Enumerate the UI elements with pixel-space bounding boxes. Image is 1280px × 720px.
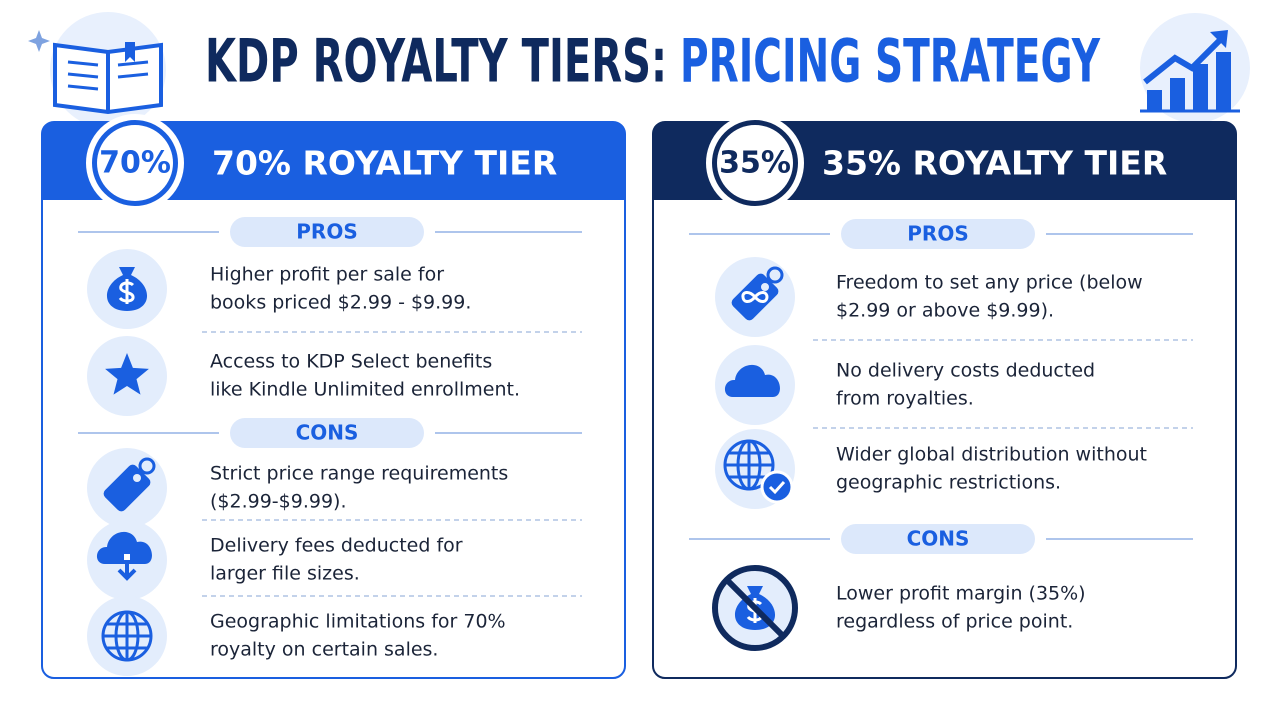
section-pill (841, 219, 1035, 249)
growth-chart-icon-part (1210, 30, 1228, 48)
panel-header (42, 122, 625, 200)
item-icon (87, 336, 167, 416)
icon-shape (103, 612, 151, 660)
panel-title: 35% ROYALTY TIER (822, 144, 1167, 183)
section-pill (230, 217, 424, 247)
section-label: PROS (907, 222, 968, 246)
item-icon (715, 345, 795, 425)
icon-shape (138, 457, 156, 475)
con-text: ($2.99-$9.99). (210, 491, 347, 513)
item-icon (87, 249, 167, 329)
icon-shape (724, 577, 786, 639)
section-label: CONS (907, 527, 970, 551)
section-pill (841, 524, 1035, 554)
pro-text: Higher profit per sale for (210, 264, 444, 286)
icon-shape (133, 474, 141, 482)
pro-text: books priced $2.99 - $9.99. (210, 292, 471, 314)
con-text: Geographic limitations for 70% (210, 611, 506, 633)
growth-chart-icon-part (1193, 64, 1208, 110)
icon-shape (768, 480, 786, 495)
icon-shape (712, 565, 798, 651)
item-icon (87, 448, 167, 528)
badge-inner (97, 125, 173, 201)
section-pill (230, 418, 424, 448)
book-icon-part (67, 60, 149, 91)
panels: 70% 70% ROYALTY TIER PROS CONS Higher profit… (41, 114, 1237, 679)
pro-text: No delivery costs deducted (836, 360, 1095, 382)
pro-text: $2.99 or above $9.99). (836, 300, 1054, 322)
icon-shape (105, 353, 149, 395)
con-text: Delivery fees deducted for (210, 535, 463, 557)
pro-text: geographic restrictions. (836, 472, 1061, 494)
growth-chart-icon-part (1147, 90, 1162, 110)
growth-chart-icon-part (1143, 35, 1225, 85)
book-icon (28, 12, 166, 128)
item-icon (715, 257, 795, 337)
pro-text: Access to KDP Select benefits (210, 351, 492, 373)
icon-shape (725, 441, 773, 489)
panel: 35% 35% ROYALTY TIER PROS CONS Freedom to se… (652, 114, 1237, 679)
panel: 70% 70% ROYALTY TIER PROS CONS Higher profit… (41, 114, 626, 679)
item-icon (715, 429, 795, 509)
icon-shape (124, 554, 130, 560)
item-icon (712, 565, 798, 651)
icon-shape (761, 283, 769, 291)
con-text: Lower profit margin (35%) (836, 583, 1086, 605)
title-part-2: PRICING STRATEGY (680, 27, 1101, 97)
icon-shape (760, 470, 794, 504)
section-label: CONS (296, 421, 359, 445)
book-icon-part (125, 42, 135, 62)
pro-text: like Kindle Unlimited enrollment. (210, 379, 520, 401)
growth-chart-icon-part (1170, 78, 1185, 110)
badge-inner (717, 125, 793, 201)
section-label: PROS (296, 220, 357, 244)
pro-text: Freedom to set any price (below (836, 272, 1143, 294)
icon-shape (96, 531, 152, 564)
icon-shape (118, 279, 135, 304)
pro-text: Wider global distribution without (836, 444, 1147, 466)
item-icon (87, 520, 167, 600)
con-text: Strict price range requirements (210, 463, 508, 485)
con-text: larger file sizes. (210, 563, 360, 585)
book-icon-part (28, 30, 50, 52)
badge-text: 70% (99, 146, 171, 181)
item-icon (87, 596, 167, 676)
icon-shape (741, 291, 769, 303)
growth-chart-icon-part (1216, 52, 1231, 110)
pro-text: from royalties. (836, 388, 974, 410)
con-text: regardless of price point. (836, 611, 1073, 633)
title-part-1: KDP ROYALTY TIERS: (205, 27, 667, 97)
icon-shape (724, 364, 780, 397)
icon-shape (766, 266, 784, 284)
con-text: royalty on certain sales. (210, 639, 438, 661)
panel-title: 70% ROYALTY TIER (212, 144, 557, 183)
growth-chart-icon (1140, 13, 1250, 123)
badge-text: 35% (719, 146, 791, 181)
